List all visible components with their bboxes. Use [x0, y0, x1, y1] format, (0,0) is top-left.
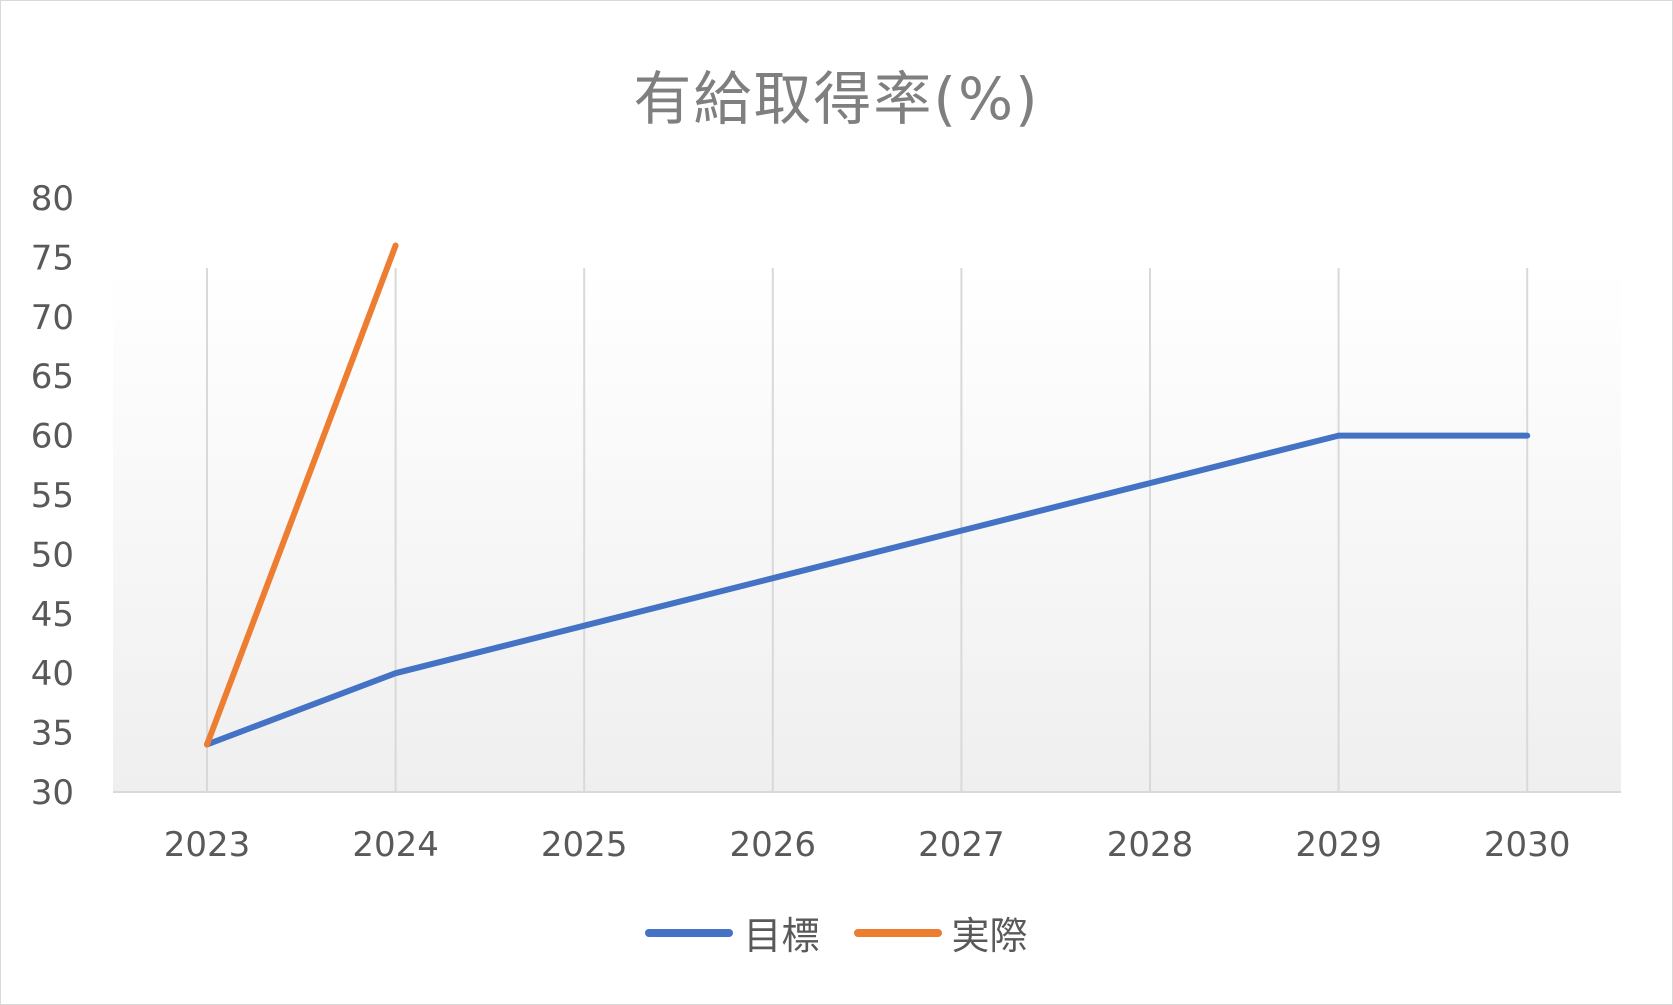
legend-label-target: 目標: [743, 914, 820, 958]
y-tick-label: 35: [31, 714, 74, 754]
x-tick-label: 2030: [1484, 825, 1571, 865]
y-tick-label: 40: [31, 654, 74, 694]
chart-title: 有給取得率(%): [633, 65, 1040, 133]
x-tick-label: 2024: [352, 825, 439, 865]
y-tick-label: 45: [31, 595, 74, 635]
legend-item-target: 目標: [645, 905, 820, 960]
y-tick-label: 50: [31, 535, 74, 575]
x-tick-label: 2029: [1295, 825, 1382, 865]
legend-label-actual: 実際: [951, 914, 1028, 958]
y-axis-tick-labels: 30 35 40 45 50 55 60 65 70 75 80: [31, 179, 74, 813]
y-tick-label: 55: [31, 476, 74, 516]
grid-lines: [206, 268, 1529, 792]
y-tick-label: 60: [31, 417, 74, 457]
y-tick-label: 80: [31, 179, 74, 219]
series-lines: [204, 242, 1531, 748]
series-line-0: [204, 432, 1531, 748]
legend-swatch-target: [645, 928, 734, 937]
y-tick-label: 75: [31, 238, 74, 278]
x-tick-label: 2027: [918, 825, 1005, 865]
series-line-1: [204, 242, 399, 748]
x-axis-tick-labels: 2023 2024 2025 2026 2027 2028 2029 2030: [164, 825, 1571, 865]
legend-swatch-actual: [853, 928, 942, 937]
x-tick-label: 2025: [541, 825, 628, 865]
plot-area: [113, 268, 1621, 792]
x-tick-label: 2026: [730, 825, 817, 865]
x-tick-label: 2023: [164, 825, 251, 865]
y-tick-label: 65: [31, 357, 74, 397]
legend-item-actual: 実際: [853, 905, 1028, 960]
legend: 目標 実際: [0, 905, 1673, 960]
y-tick-label: 70: [31, 298, 74, 338]
y-tick-label: 30: [31, 773, 74, 813]
x-tick-label: 2028: [1107, 825, 1194, 865]
